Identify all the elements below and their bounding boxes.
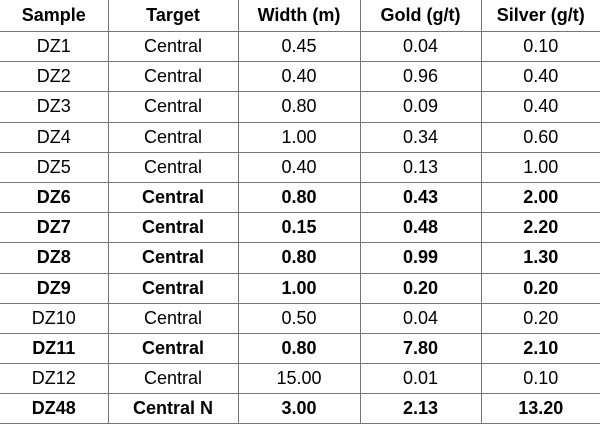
cell-width: 1.00 — [237, 272, 361, 304]
cell-silver: 0.10 — [480, 30, 600, 63]
cell-sample: DZ4 — [0, 121, 109, 153]
cell-gold: 0.04 — [359, 302, 482, 334]
table-row: DZ7 Central 0.15 0.48 2.20 — [0, 212, 600, 244]
cell-silver: 0.40 — [480, 91, 600, 123]
cell-target: Central — [107, 61, 239, 93]
cell-target: Central — [107, 332, 239, 365]
header-sample: Sample — [0, 0, 109, 32]
cell-width: 0.80 — [237, 181, 361, 214]
cell-width: 1.00 — [237, 121, 361, 153]
cell-silver: 2.20 — [480, 212, 600, 244]
cell-target: Central — [107, 151, 239, 183]
cell-sample: DZ12 — [0, 363, 109, 395]
cell-width: 0.40 — [237, 151, 361, 183]
cell-gold: 0.04 — [359, 30, 482, 63]
cell-target: Central N — [107, 393, 239, 425]
table-row: DZ1 Central 0.45 0.04 0.10 — [0, 30, 600, 63]
cell-width: 0.45 — [237, 30, 361, 63]
cell-gold: 7.80 — [359, 332, 482, 365]
cell-silver: 1.00 — [480, 151, 600, 183]
cell-sample: DZ3 — [0, 91, 109, 123]
table-row: DZ8 Central 0.80 0.99 1.30 — [0, 242, 600, 274]
cell-gold: 0.43 — [359, 181, 482, 214]
cell-silver: 13.20 — [480, 393, 600, 425]
header-width: Width (m) — [237, 0, 361, 32]
cell-sample: DZ8 — [0, 242, 109, 274]
cell-sample: DZ48 — [0, 393, 109, 425]
header-gold: Gold (g/t) — [359, 0, 482, 32]
cell-sample: DZ11 — [0, 332, 109, 365]
cell-sample: DZ5 — [0, 151, 109, 183]
cell-width: 0.80 — [237, 242, 361, 274]
cell-silver: 0.20 — [480, 302, 600, 334]
cell-gold: 0.01 — [359, 363, 482, 395]
table-row: DZ48 Central N 3.00 2.13 13.20 — [0, 393, 600, 425]
cell-sample: DZ2 — [0, 61, 109, 93]
cell-gold: 0.20 — [359, 272, 482, 304]
cell-silver: 0.40 — [480, 61, 600, 93]
cell-silver: 1.30 — [480, 242, 600, 274]
cell-silver: 0.60 — [480, 121, 600, 153]
cell-width: 3.00 — [237, 393, 361, 425]
table-row: DZ2 Central 0.40 0.96 0.40 — [0, 61, 600, 93]
cell-gold: 0.09 — [359, 91, 482, 123]
cell-target: Central — [107, 272, 239, 304]
cell-gold: 2.13 — [359, 393, 482, 425]
cell-width: 15.00 — [237, 363, 361, 395]
cell-width: 0.50 — [237, 302, 361, 334]
cell-target: Central — [107, 91, 239, 123]
cell-sample: DZ10 — [0, 302, 109, 334]
cell-width: 0.40 — [237, 61, 361, 93]
cell-width: 0.80 — [237, 332, 361, 365]
table-row: DZ11 Central 0.80 7.80 2.10 — [0, 332, 600, 365]
cell-target: Central — [107, 121, 239, 153]
cell-gold: 0.99 — [359, 242, 482, 274]
table-row: DZ10 Central 0.50 0.04 0.20 — [0, 302, 600, 334]
cell-sample: DZ7 — [0, 212, 109, 244]
cell-target: Central — [107, 212, 239, 244]
cell-target: Central — [107, 30, 239, 63]
cell-gold: 0.96 — [359, 61, 482, 93]
cell-silver: 0.20 — [480, 272, 600, 304]
cell-silver: 2.10 — [480, 332, 600, 365]
cell-width: 0.80 — [237, 91, 361, 123]
table-row: DZ5 Central 0.40 0.13 1.00 — [0, 151, 600, 183]
table-row: DZ9 Central 1.00 0.20 0.20 — [0, 272, 600, 304]
cell-sample: DZ9 — [0, 272, 109, 304]
cell-gold: 0.13 — [359, 151, 482, 183]
cell-width: 0.15 — [237, 212, 361, 244]
cell-gold: 0.48 — [359, 212, 482, 244]
cell-silver: 0.10 — [480, 363, 600, 395]
cell-sample: DZ1 — [0, 30, 109, 63]
cell-target: Central — [107, 242, 239, 274]
cell-gold: 0.34 — [359, 121, 482, 153]
cell-target: Central — [107, 363, 239, 395]
table-row: DZ12 Central 15.00 0.01 0.10 — [0, 363, 600, 395]
cell-sample: DZ6 — [0, 181, 109, 214]
header-target: Target — [107, 0, 239, 32]
cell-target: Central — [107, 302, 239, 334]
table-row: DZ3 Central 0.80 0.09 0.40 — [0, 91, 600, 123]
header-row: Sample Target Width (m) Gold (g/t) Silve… — [0, 0, 600, 32]
header-silver: Silver (g/t) — [480, 0, 600, 32]
table-row: DZ6 Central 0.80 0.43 2.00 — [0, 181, 600, 214]
cell-target: Central — [107, 181, 239, 214]
cell-silver: 2.00 — [480, 181, 600, 214]
table-row: DZ4 Central 1.00 0.34 0.60 — [0, 121, 600, 153]
